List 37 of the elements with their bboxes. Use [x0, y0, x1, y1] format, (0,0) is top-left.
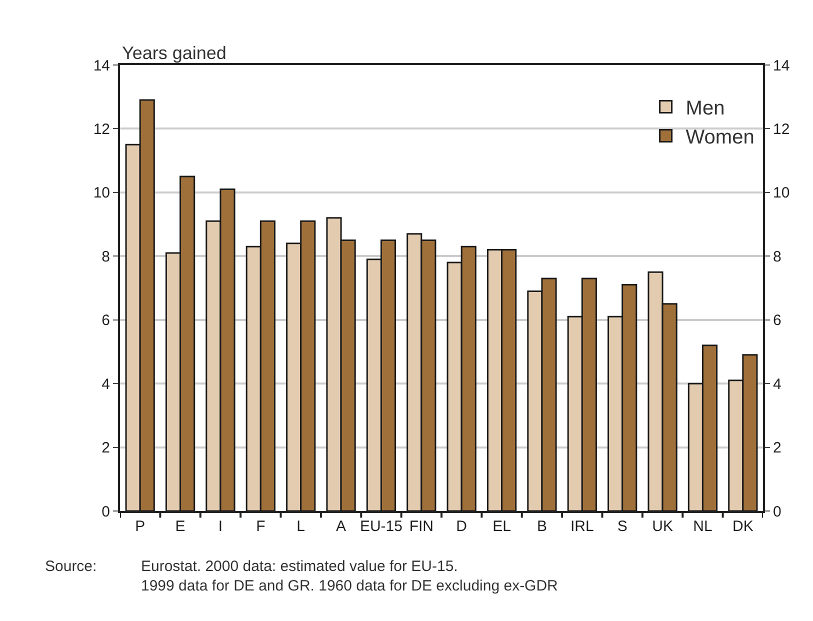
y2-tick-label: 12 [773, 120, 790, 138]
x-tick-label: P [135, 518, 146, 535]
x-tick-label: NL [693, 518, 712, 535]
x-tick-label: B [536, 518, 547, 535]
y-tick-label: 12 [93, 120, 110, 138]
y-tick-label: 14 [93, 57, 110, 74]
y-tick-label: 4 [102, 376, 110, 393]
y2-tick-label: 14 [773, 57, 790, 74]
y2-tick-label: 2 [773, 440, 782, 457]
x-tick-label: EL [492, 518, 511, 535]
x-tick-label: A [336, 518, 346, 535]
x-tick-label: D [456, 518, 468, 535]
x-tick-label: IRL [570, 518, 594, 535]
y2-tick-label: 8 [773, 248, 782, 266]
legend-label: Women [686, 126, 754, 149]
y-axis-title: Years gained [122, 43, 226, 63]
x-tick-label: UK [652, 518, 673, 535]
y2-tick-label: 0 [773, 503, 782, 520]
x-tick-label: EU-15 [360, 518, 402, 535]
y2-tick-label: 4 [773, 376, 782, 393]
x-tick-label: S [617, 518, 628, 535]
x-tick-label: DK [732, 518, 754, 535]
x-tick-label: E [175, 518, 186, 535]
y-tick-label: 10 [93, 184, 110, 202]
source-note: Source: [45, 558, 97, 575]
y-tick-label: 6 [102, 312, 110, 330]
y-tick-label: 0 [102, 503, 110, 520]
y2-tick-label: 6 [773, 312, 782, 330]
x-tick-label: L [296, 518, 306, 535]
legend-label: Men [686, 98, 725, 120]
y-tick-label: 8 [102, 248, 110, 266]
y2-tick-label: 10 [773, 184, 790, 202]
y-tick-label: 2 [102, 440, 110, 457]
x-tick-label: FIN [409, 518, 434, 535]
x-tick-label: I [218, 518, 223, 535]
x-tick-label: F [256, 518, 266, 535]
text: Eurostat. 2000 data: estimated value for EU-15. 1999 data for DE and GR. 1960 data for DE excluding ex-GDR [141, 558, 558, 594]
